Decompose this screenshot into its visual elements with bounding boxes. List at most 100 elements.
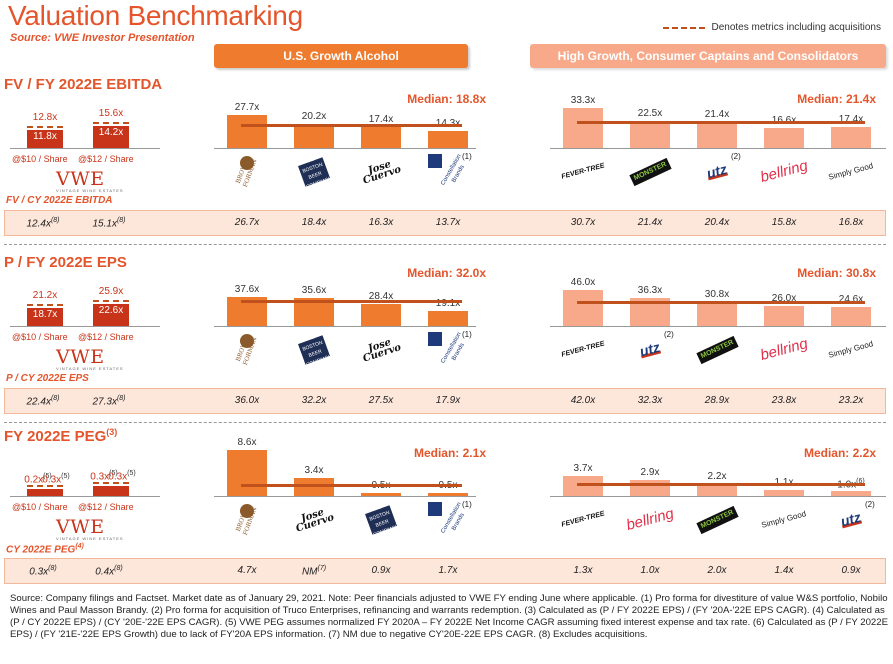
us-median-label: Median: 32.0x — [407, 266, 486, 280]
cy-us-value: 0.9x — [371, 565, 391, 576]
hg-baseline — [550, 496, 886, 497]
vwe-share-10: @$10 / Share — [12, 502, 68, 512]
chart-title: FY 2022E PEG(3) — [4, 427, 117, 445]
vwe-logo-sub: VINTAGE WINE ESTATES — [56, 366, 124, 371]
fever-tree-logo-icon: FEVER-TREE — [557, 500, 609, 540]
us-baseline — [214, 496, 476, 497]
legend-text: Denotes metrics including acquisitions — [711, 22, 881, 33]
us-bar — [294, 123, 334, 148]
vwe-share-10: @$10 / Share — [12, 332, 68, 342]
vwe-share-12: @$12 / Share — [78, 502, 134, 512]
section-separator — [4, 244, 886, 245]
hg-value-label: 46.0x — [570, 277, 596, 288]
vwe-logo-icon: VWE — [56, 168, 105, 190]
vwe-baseline — [10, 496, 160, 497]
cy-vwe-value: 0.4x(8) — [95, 565, 123, 578]
vwe-bar — [27, 307, 63, 326]
us-value-label: 37.6x — [234, 283, 260, 295]
brown-forman-seal-icon — [240, 504, 254, 518]
us-bar — [361, 303, 401, 326]
hg-baseline — [550, 326, 886, 327]
brown-forman-seal-icon — [240, 334, 254, 348]
simply-good-logo-text: Simply Good — [827, 161, 875, 182]
us-note: (1) — [462, 152, 472, 161]
monster-logo-text: MONSTER — [628, 157, 672, 187]
boston-beer-logo-icon: THE BOSTON BEER COMPANY — [355, 500, 407, 540]
hg-median-label: Median: 2.2x — [803, 446, 876, 460]
cy-vwe-note: (8) — [50, 217, 60, 224]
cy-hg-value: 1.3x — [573, 565, 593, 576]
vwe-acq-dash — [93, 122, 129, 124]
jose-cuervo-logo-text: Jose Cuervo — [361, 336, 403, 365]
hg-value-label: 26.0x — [771, 292, 797, 304]
hg-value-label: 33.3x — [570, 95, 596, 106]
vwe-bar — [93, 126, 129, 148]
bellring-logo-icon: bellring — [624, 500, 676, 540]
vwe-value-label: 14.2x — [98, 127, 124, 138]
constellation-brands-logo-text: Constellation Brands — [440, 331, 466, 365]
hg-value-label: 36.3x — [637, 284, 663, 296]
fever-tree-logo-text: FEVER-TREE — [560, 162, 606, 181]
cy-vwe-value: 27.3x(8) — [92, 395, 126, 408]
cy-values-band — [4, 558, 886, 584]
vwe-logo-icon: VWE — [56, 516, 105, 538]
cy-hg-value: 2.0x — [707, 565, 727, 576]
us-baseline — [214, 148, 476, 149]
cy-hg-value: 23.2x — [838, 395, 864, 406]
vwe-value-label: 18.7x — [32, 308, 58, 320]
cy-hg-value: 21.4x — [637, 217, 663, 228]
vwe-value-label: 0.2x(5) — [24, 473, 52, 486]
hg-bar — [764, 128, 804, 148]
simply-good-logo-text: Simply Good — [827, 339, 875, 360]
cy-us-value: 4.7x — [237, 565, 257, 576]
hg-value-label: 2.9x — [640, 467, 660, 479]
cy-hg-value: 20.4x — [704, 217, 730, 228]
brown-forman-logo-text: BROWN-FORMAN — [234, 156, 259, 189]
us-value-label: 19.1x — [435, 298, 461, 310]
vwe-value-note: (5) — [109, 470, 118, 477]
cy-us-value: 32.2x — [301, 395, 327, 406]
bellring-logo-icon: bellring — [758, 330, 810, 370]
utz-logo-icon: utz — [691, 152, 743, 192]
cy-hg-value: 30.7x — [570, 217, 596, 228]
vwe-acq-label: 0.3x(5) — [42, 473, 70, 486]
brown-forman-seal-icon — [240, 156, 254, 170]
us-bar — [361, 493, 401, 496]
utz-logo-icon: utz — [825, 500, 877, 540]
vwe-acq-label: 15.6x — [98, 108, 124, 119]
hg-bar — [831, 306, 871, 326]
section-separator — [4, 422, 886, 423]
cy-vwe-value: 15.1x(8) — [92, 217, 126, 230]
monster-logo-icon: MONSTER — [691, 500, 743, 540]
vwe-acq-note: (5) — [127, 470, 136, 477]
us-value-label: 35.6x — [301, 285, 327, 297]
chart-title-text: FY 2022E PEG — [4, 428, 107, 445]
cy-metric-label: FV / CY 2022E EBITDA — [6, 195, 113, 206]
vwe-acq-dash — [93, 300, 129, 302]
jose-cuervo-logo-icon: Jose Cuervo — [355, 152, 407, 192]
cy-us-value: 17.9x — [435, 395, 461, 406]
utz-logo-icon: utz — [624, 330, 676, 370]
cy-hg-value: 15.8x — [771, 217, 797, 228]
cy-us-value: 18.4x — [301, 217, 327, 228]
hg-note: (2) — [664, 330, 674, 339]
hg-median-label: Median: 21.4x — [797, 92, 876, 106]
cy-hg-value: 1.4x — [774, 565, 794, 576]
us-bar — [428, 493, 468, 496]
us-median-line — [241, 299, 462, 303]
bellring-logo-text: bellring — [758, 157, 810, 186]
chart-title-text: P / FY 2022E EPS — [4, 254, 127, 271]
jose-cuervo-logo-icon: Jose Cuervo — [355, 330, 407, 370]
us-value-label: 8.6x — [237, 437, 257, 448]
cy-us-value: 27.5x — [368, 395, 394, 406]
us-bar — [294, 477, 334, 496]
constellation-star-icon — [428, 154, 442, 168]
vwe-acq-label: 25.9x — [98, 286, 124, 297]
simply-good-logo-icon: Simply Good — [825, 152, 877, 192]
brown-forman-logo-text: BROWN-FORMAN — [234, 334, 259, 367]
footnote: Source: Company filings and Factset. Mar… — [10, 593, 888, 640]
bellring-logo-text: bellring — [758, 335, 810, 364]
hg-value-label: 21.4x — [704, 109, 730, 121]
brown-forman-logo-icon: BROWN-FORMAN — [221, 152, 273, 192]
constellation-brands-logo-text: Constellation Brands — [440, 153, 466, 187]
